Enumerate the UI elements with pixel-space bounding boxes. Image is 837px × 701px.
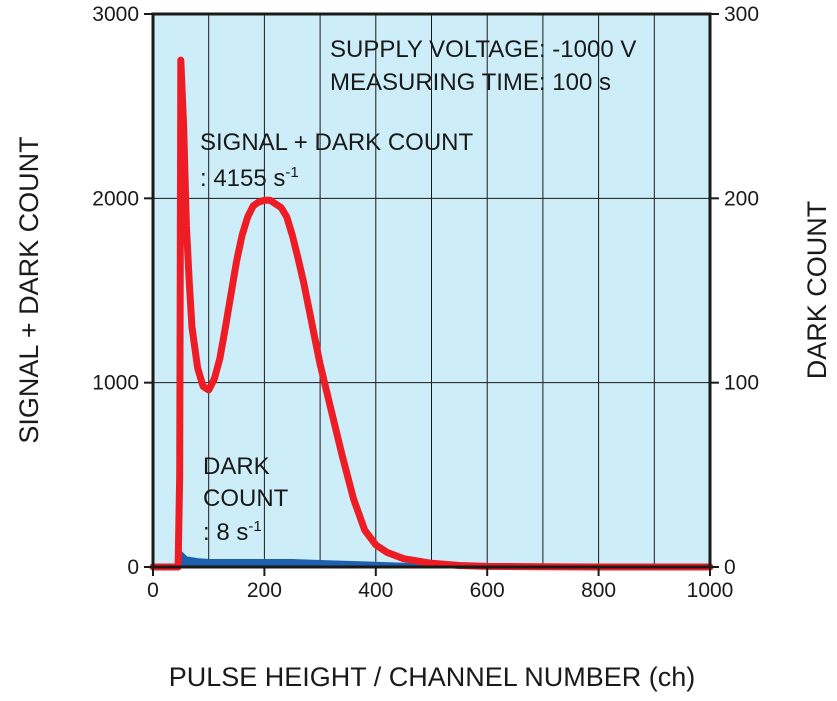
series-dark-count-fill bbox=[153, 552, 710, 567]
y-tick-label-left: 1000 bbox=[92, 372, 139, 395]
signal-rate-label: : 4155 s-1 bbox=[200, 164, 299, 192]
x-axis-title: PULSE HEIGHT / CHANNEL NUMBER (ch) bbox=[169, 662, 696, 692]
dark-series-label-line1: DARK bbox=[203, 453, 270, 480]
y-axis-title-left: SIGNAL + DARK COUNT bbox=[14, 136, 44, 443]
x-tick-label: 600 bbox=[470, 579, 505, 602]
dark-series-label-line2: COUNT bbox=[203, 485, 289, 512]
plot-frame bbox=[151, 12, 712, 569]
x-tick-label: 1000 bbox=[687, 579, 734, 602]
signal-rate-exponent: -1 bbox=[285, 164, 298, 181]
dark-rate-value: : 8 s bbox=[203, 519, 248, 546]
x-tick-label: 800 bbox=[581, 579, 616, 602]
supply-voltage-label: SUPPLY VOLTAGE: -1000 V bbox=[330, 36, 636, 63]
y-tick-label-right: 0 bbox=[724, 556, 736, 579]
tick-marks bbox=[144, 13, 719, 576]
y-tick-label-left: 3000 bbox=[92, 3, 139, 26]
measuring-time-label: MEASURING TIME: 100 s bbox=[330, 69, 611, 96]
signal-series-label: SIGNAL + DARK COUNT bbox=[200, 129, 474, 156]
grid-lines bbox=[153, 14, 710, 567]
dark-rate-exponent: -1 bbox=[248, 518, 261, 535]
y-tick-label-right: 200 bbox=[724, 187, 759, 210]
y-tick-label-left: 2000 bbox=[92, 187, 139, 210]
y-axis-title-right: DARK COUNT bbox=[802, 201, 832, 380]
dark-rate-label: : 8 s-1 bbox=[203, 518, 262, 546]
x-tick-label: 0 bbox=[147, 579, 159, 602]
x-tick-label: 400 bbox=[358, 579, 393, 602]
x-tick-label: 200 bbox=[247, 579, 282, 602]
series-signal-dark-count bbox=[149, 56, 714, 571]
y-tick-label-left: 0 bbox=[127, 556, 139, 579]
y-tick-label-right: 100 bbox=[724, 372, 759, 395]
y-tick-label-right: 300 bbox=[724, 3, 759, 26]
signal-rate-value: : 4155 s bbox=[200, 165, 285, 192]
